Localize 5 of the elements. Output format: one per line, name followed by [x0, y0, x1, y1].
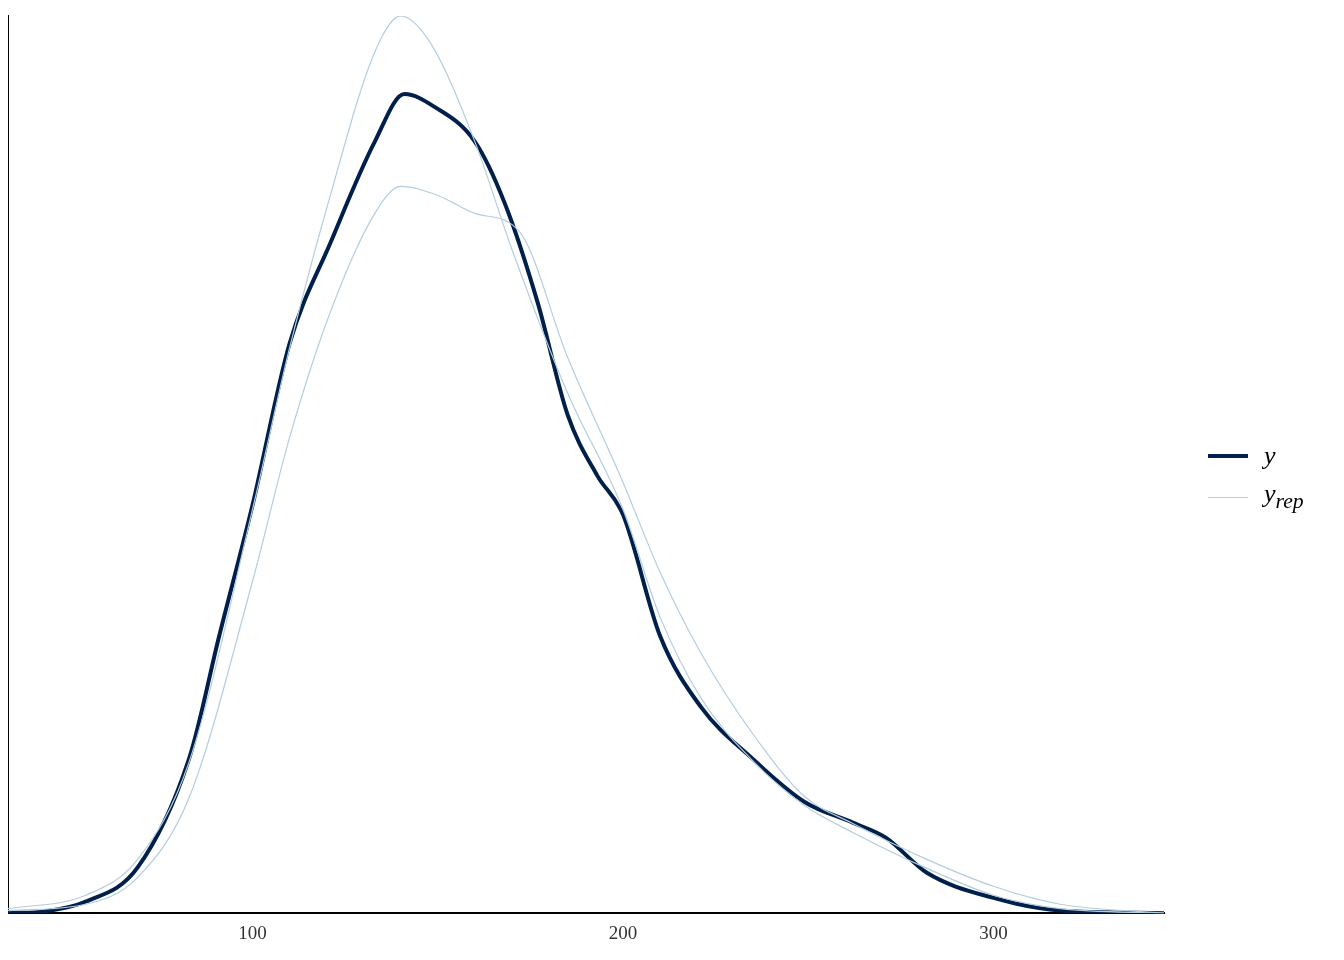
legend-label: y	[1264, 441, 1276, 472]
x-tick-label: 100	[238, 921, 267, 943]
legend-label: y$_{rep}$	[1264, 479, 1304, 515]
x-tick-label: 200	[608, 921, 638, 943]
x-tick-label: 300	[979, 921, 1008, 943]
